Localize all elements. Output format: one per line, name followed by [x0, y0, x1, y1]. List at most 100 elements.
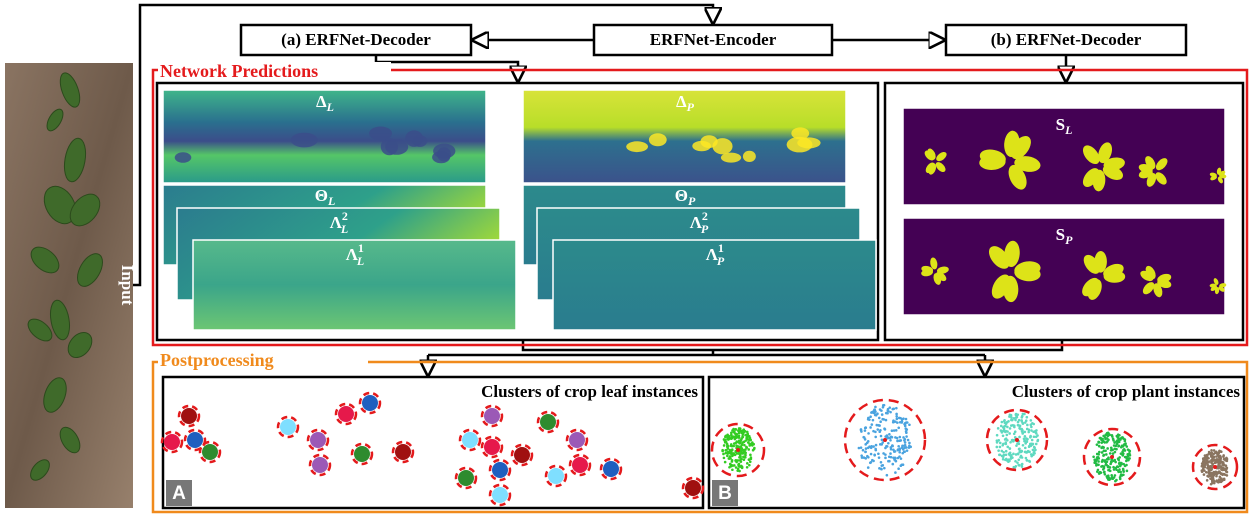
cluster-point [898, 455, 901, 458]
cluster-point [748, 442, 751, 445]
cluster-point [1033, 435, 1036, 438]
cluster-center [1015, 438, 1019, 442]
cluster-point [1118, 456, 1121, 459]
cluster-point [1115, 479, 1118, 482]
cluster-point [740, 458, 743, 461]
cluster-points [514, 447, 530, 463]
cluster-point [1217, 452, 1220, 455]
cluster-point [874, 436, 877, 439]
cluster-point [1122, 463, 1125, 466]
cluster-points [395, 444, 411, 460]
cluster-point [732, 428, 735, 431]
cluster-point [889, 452, 892, 455]
cluster-point [1016, 461, 1019, 464]
cluster-point [1111, 435, 1114, 438]
cluster-point [1017, 464, 1020, 467]
cluster-point [858, 447, 861, 450]
leaf-shape [700, 135, 717, 148]
cluster-point [999, 446, 1002, 449]
cluster-point [1119, 465, 1122, 468]
cluster-points [685, 480, 701, 496]
cluster-point [725, 441, 728, 444]
map-label: Λ1P [706, 241, 725, 268]
cluster-point [883, 467, 886, 470]
cluster-point [864, 429, 867, 432]
cluster-point [1111, 477, 1114, 480]
cluster-point [746, 466, 749, 469]
cluster-point [878, 424, 881, 427]
cluster-point [898, 448, 901, 451]
cluster-point [1006, 434, 1009, 437]
cluster-point [748, 464, 751, 467]
cluster-point [874, 406, 877, 409]
cluster-point [870, 453, 873, 456]
cluster-point [883, 418, 886, 421]
cluster-point [908, 446, 911, 449]
cluster-point [1024, 447, 1027, 450]
cluster-point [1212, 474, 1215, 477]
leaf-shape [175, 152, 192, 163]
cluster-point [1006, 446, 1009, 449]
cluster-point [1031, 422, 1034, 425]
cluster-point [903, 439, 906, 442]
cluster-point [1226, 471, 1229, 474]
cluster-point [1108, 477, 1111, 480]
decoder-b: (b) ERFNet-Decoder [991, 30, 1142, 49]
cluster-point [1120, 437, 1123, 440]
cluster-point [1010, 416, 1013, 419]
map-sub: P [687, 100, 695, 114]
cluster-point [739, 453, 742, 456]
cluster-point [1011, 419, 1014, 422]
cluster-point [1030, 419, 1033, 422]
cluster-point [1002, 443, 1005, 446]
cluster-point [1019, 456, 1022, 459]
cluster-point [737, 429, 740, 432]
cluster-point [875, 444, 878, 447]
cluster-point [1004, 431, 1007, 434]
cluster-point [898, 451, 901, 454]
cluster-point [1203, 473, 1206, 476]
cluster-point [1110, 460, 1113, 463]
cluster-point [727, 445, 730, 448]
cluster-point [900, 464, 903, 467]
cluster-point [1124, 438, 1127, 441]
cluster-point [753, 447, 756, 450]
map-symbol: Θ [315, 186, 328, 205]
cluster-point [1025, 419, 1028, 422]
cluster-point [1203, 469, 1206, 472]
cluster-point [728, 457, 731, 460]
cluster-point [887, 460, 890, 463]
cluster-point [1006, 430, 1009, 433]
cluster-point [730, 452, 733, 455]
cluster-point [881, 438, 884, 441]
cluster-point [1008, 432, 1011, 435]
cluster-point [1028, 445, 1031, 448]
cluster-points [187, 432, 203, 448]
cluster-point [880, 435, 883, 438]
cluster-point [1017, 424, 1020, 427]
cluster-points [280, 419, 296, 435]
cluster-point [1026, 451, 1029, 454]
cluster-point [723, 457, 726, 460]
cluster-point [1099, 437, 1102, 440]
map-sub: P [717, 254, 725, 268]
cluster-point [1219, 457, 1222, 460]
cluster-point [896, 440, 899, 443]
map-label: Λ1L [346, 241, 365, 268]
cluster-point [997, 449, 1000, 452]
cluster-point [1002, 451, 1005, 454]
cluster-point [999, 442, 1002, 445]
cluster-point [880, 461, 883, 464]
cluster-point [1220, 468, 1223, 471]
map-label: Λ2P [690, 209, 709, 236]
cluster-point [1017, 421, 1020, 424]
cluster-point [1001, 421, 1004, 424]
cluster-point [748, 458, 751, 461]
cluster-point [742, 432, 745, 435]
cluster-point [1127, 448, 1130, 451]
cluster-point [875, 424, 878, 427]
cluster-point [734, 437, 737, 440]
cluster-point [722, 453, 725, 456]
cluster-point [905, 446, 908, 449]
decoder-a: (a) ERFNet-Decoder [281, 30, 431, 49]
